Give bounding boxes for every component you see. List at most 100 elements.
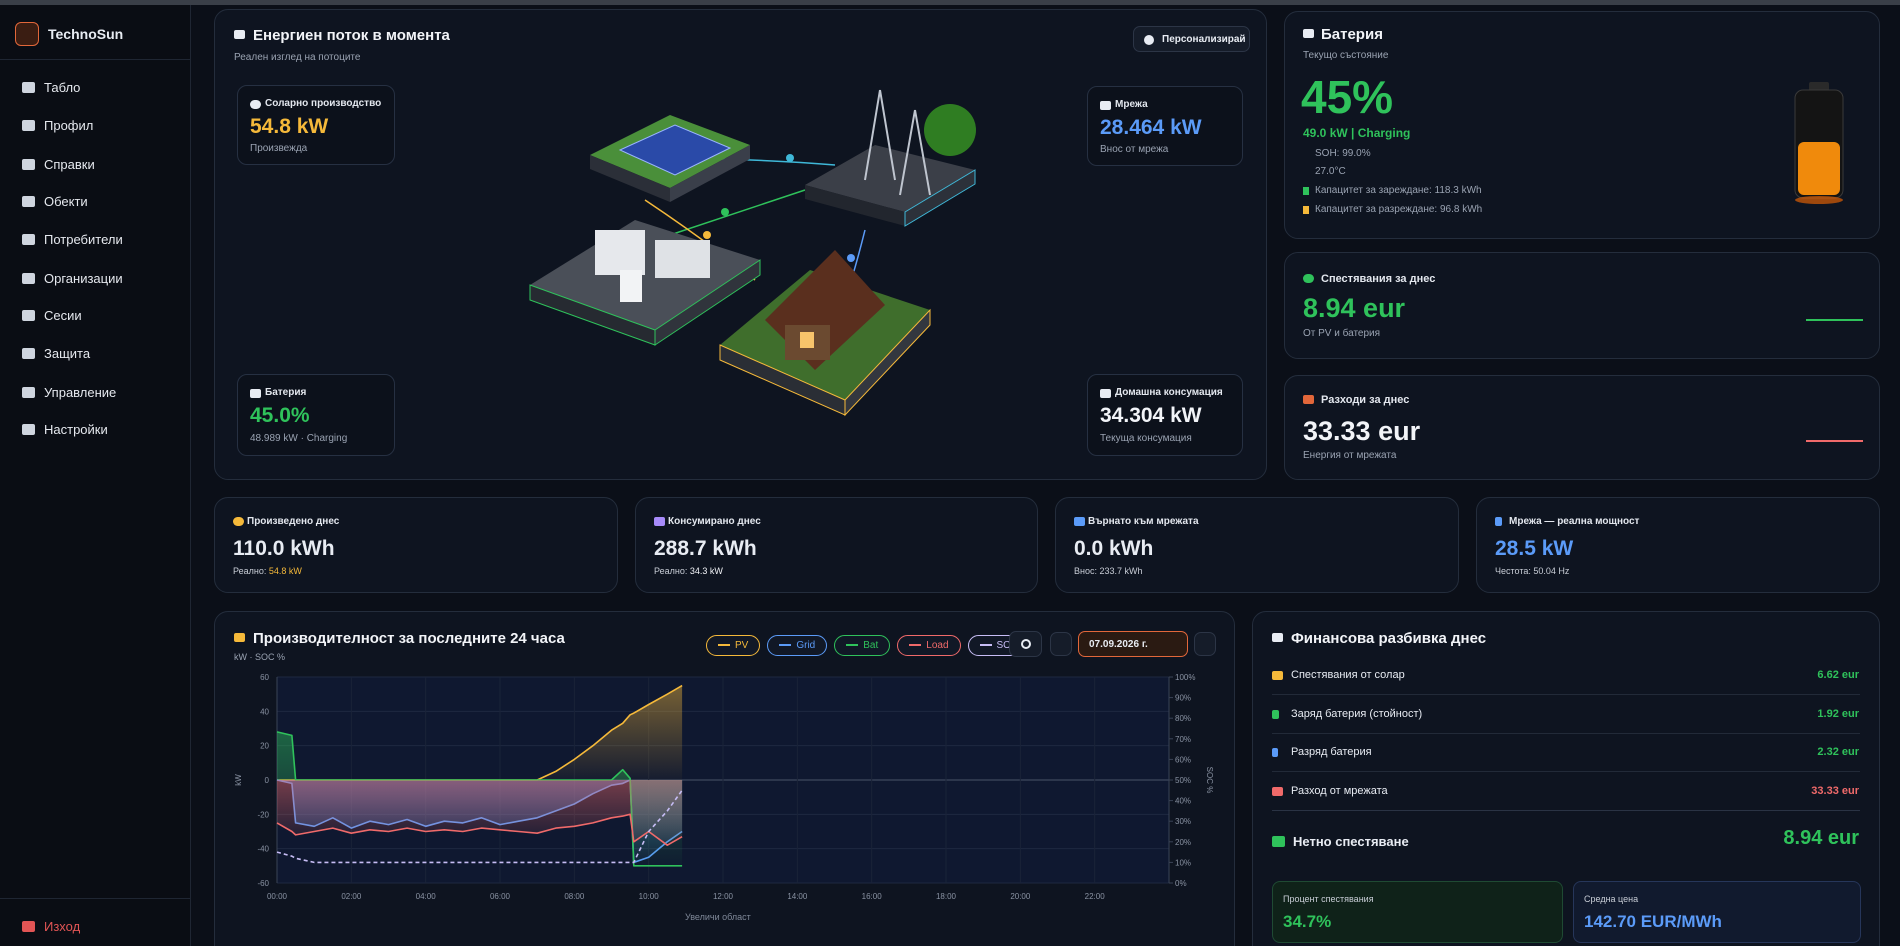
grid-card: Мрежа 28.464 kW Внос от мрежа bbox=[1087, 86, 1243, 166]
menu-icon bbox=[22, 348, 35, 359]
label: Спестявания за днес bbox=[1321, 273, 1436, 285]
menu-item[interactable]: Управление bbox=[44, 385, 117, 400]
x-tick-label: 20:00 bbox=[1010, 892, 1031, 901]
card-title: Финансова разбивка днес bbox=[1291, 630, 1487, 647]
zoom-hint: Увеличи област bbox=[685, 912, 751, 922]
net-label: Нетно спестяване bbox=[1293, 834, 1409, 849]
legend-item[interactable]: PV bbox=[706, 634, 761, 656]
row-value: 33.33 eur bbox=[1811, 785, 1859, 797]
next-day[interactable] bbox=[1194, 632, 1216, 656]
menu-toggle[interactable] bbox=[15, 22, 39, 46]
x-tick-label: 00:00 bbox=[267, 892, 288, 901]
row-value: 2.32 eur bbox=[1817, 746, 1859, 758]
date-picker[interactable]: 07.09.2026 г. bbox=[1078, 631, 1188, 657]
tile: Процент спестявания 34.7% bbox=[1272, 881, 1563, 943]
menu-icon bbox=[22, 424, 35, 435]
customize-button[interactable]: Персонализирай bbox=[1133, 26, 1250, 52]
legend-item[interactable]: Bat bbox=[834, 634, 891, 656]
x-tick-label: 18:00 bbox=[936, 892, 957, 901]
note: От PV и батерия bbox=[1303, 328, 1381, 339]
legend-item[interactable]: Load bbox=[897, 634, 961, 656]
x-tick-label: 02:00 bbox=[341, 892, 362, 901]
home-platform bbox=[719, 250, 931, 417]
y2-tick-label: 70% bbox=[1175, 735, 1191, 744]
icon bbox=[1272, 671, 1283, 680]
icon bbox=[250, 389, 261, 398]
value: 33.33 eur bbox=[1303, 416, 1421, 446]
solar-platform bbox=[590, 115, 750, 202]
y-tick-label: 40 bbox=[260, 707, 269, 716]
value: 8.94 eur bbox=[1303, 293, 1406, 323]
y2-tick-label: 50% bbox=[1175, 776, 1191, 785]
row-label: Заряд батерия (стойност) bbox=[1291, 708, 1423, 720]
value: 34.304 kW bbox=[1100, 404, 1202, 427]
icon bbox=[654, 517, 665, 526]
icon bbox=[1303, 187, 1309, 195]
x-tick-label: 10:00 bbox=[639, 892, 660, 901]
series-line bbox=[276, 813, 683, 846]
label: Батерия bbox=[265, 387, 307, 398]
tile-value: 142.70 EUR/MWh bbox=[1584, 912, 1722, 931]
solar-card: Соларно производство 54.8 kW Произвежда bbox=[237, 85, 395, 165]
row-value: 6.62 eur bbox=[1817, 669, 1859, 681]
discharge-capacity: Капацитет за разреждане: 96.8 kWh bbox=[1315, 204, 1483, 215]
savings-card: Спестявания за днес 8.94 eur От PV и бат… bbox=[1284, 252, 1880, 359]
legend-item[interactable]: Grid bbox=[767, 634, 828, 656]
label: Разходи за днес bbox=[1321, 394, 1410, 406]
legend-swatch bbox=[909, 644, 922, 646]
menu-item[interactable]: Справки bbox=[44, 157, 95, 172]
divider bbox=[1272, 810, 1860, 811]
y2-axis-label: SOC % bbox=[1205, 767, 1214, 794]
x-tick-label: 22:00 bbox=[1085, 892, 1106, 901]
battery-card: Батерия 45.0% 48.989 kW · Charging bbox=[237, 374, 395, 456]
icon bbox=[1021, 639, 1031, 649]
note: Честота: 50.04 Hz bbox=[1495, 566, 1570, 576]
prev-day[interactable] bbox=[1050, 632, 1072, 656]
zoom-button[interactable] bbox=[1009, 631, 1042, 657]
value: 54.8 kW bbox=[250, 115, 329, 138]
menu-item[interactable]: Сесии bbox=[44, 308, 82, 323]
tile-value: 34.7% bbox=[1283, 912, 1332, 931]
stat-card: Консумирано днес 288.7 kWh Реално: 34.3 … bbox=[635, 497, 1038, 593]
menu-item[interactable]: Защита bbox=[44, 346, 91, 361]
icon bbox=[1100, 389, 1111, 398]
menu-item[interactable]: Организации bbox=[44, 271, 123, 286]
flow-dot bbox=[721, 208, 729, 216]
battery-percent: 45% bbox=[1301, 71, 1394, 123]
series-line bbox=[276, 789, 683, 864]
row-value: 1.92 eur bbox=[1817, 708, 1859, 720]
label: Консумирано днес bbox=[668, 516, 761, 527]
y-tick-label: -20 bbox=[257, 810, 269, 819]
icon bbox=[1144, 35, 1154, 45]
menu-item[interactable]: Табло bbox=[44, 80, 81, 95]
menu-item[interactable]: Настройки bbox=[44, 422, 108, 437]
logout[interactable]: Изход bbox=[44, 919, 81, 934]
temperature: 27.0°C bbox=[1315, 166, 1346, 177]
charge-capacity: Капацитет за зареждане: 118.3 kWh bbox=[1315, 185, 1482, 196]
flow-illustration bbox=[529, 89, 976, 417]
icon bbox=[1303, 206, 1309, 214]
divider bbox=[1272, 771, 1860, 772]
icon bbox=[1272, 710, 1279, 719]
y2-tick-label: 60% bbox=[1175, 755, 1191, 764]
divider bbox=[1272, 694, 1860, 695]
label: Произведено днес bbox=[247, 516, 340, 527]
row-label: Разряд батерия bbox=[1291, 746, 1372, 758]
menu-item[interactable]: Обекти bbox=[44, 194, 88, 209]
x-tick-label: 16:00 bbox=[862, 892, 883, 901]
note: Текуща консумация bbox=[1100, 433, 1192, 444]
menu-icon bbox=[22, 159, 35, 170]
y-tick-label: 0 bbox=[265, 776, 270, 785]
y2-tick-label: 40% bbox=[1175, 797, 1191, 806]
legend-label: Load bbox=[926, 639, 949, 651]
icon bbox=[1495, 517, 1502, 526]
chart-title: Производителност за последните 24 часа bbox=[253, 630, 565, 647]
stat-card: Произведено днес 110.0 kWh Реално: 54.8 … bbox=[214, 497, 618, 593]
x-tick-label: 06:00 bbox=[490, 892, 511, 901]
menu-item[interactable]: Профил bbox=[44, 118, 94, 133]
flow-dot bbox=[703, 231, 711, 239]
menu-item[interactable]: Потребители bbox=[44, 232, 123, 247]
note: Внос от мрежа bbox=[1100, 144, 1169, 155]
label: Домашна консумация bbox=[1115, 387, 1223, 398]
y2-tick-label: 0% bbox=[1175, 879, 1187, 888]
